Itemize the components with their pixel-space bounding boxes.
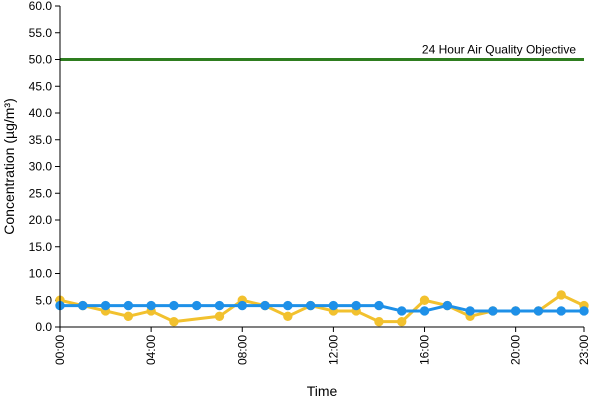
x-axis-ticks: 00:00 04:00 08:00 12:00 16:00 20:00 23:00 xyxy=(53,327,591,365)
data-point xyxy=(214,311,225,321)
data-point xyxy=(169,316,179,327)
data-point xyxy=(100,300,111,311)
data-point xyxy=(328,300,339,311)
x-tick-label: 16:00 xyxy=(418,335,432,365)
data-point xyxy=(442,300,453,311)
y-tick-label: 10.0 xyxy=(29,267,53,281)
data-point xyxy=(419,306,430,316)
reference-layer: 24 Hour Air Quality Objective xyxy=(60,43,584,61)
y-tick-label: 55.0 xyxy=(29,26,53,40)
data-point xyxy=(351,300,361,311)
data-point xyxy=(419,295,430,305)
series-line xyxy=(59,293,585,324)
data-point xyxy=(237,300,247,311)
data-point xyxy=(214,300,225,311)
y-tick-label: 45.0 xyxy=(29,79,53,93)
y-tick-label: 35.0 xyxy=(29,133,53,147)
data-point xyxy=(260,300,270,311)
data-point xyxy=(374,300,384,311)
data-point xyxy=(556,290,566,300)
data-point xyxy=(533,306,544,316)
y-tick-label: 5.0 xyxy=(35,293,52,307)
y-tick-label: 0.0 xyxy=(35,320,52,334)
data-point xyxy=(283,311,293,321)
x-tick-label: 12:00 xyxy=(326,335,340,365)
series-layer xyxy=(55,290,589,327)
y-axis-title: Concentration (µg/m³) xyxy=(1,98,17,234)
y-tick-label: 50.0 xyxy=(29,53,53,67)
data-point xyxy=(488,306,498,316)
x-tick-label: 04:00 xyxy=(144,335,158,365)
data-point xyxy=(579,306,589,316)
data-point xyxy=(374,316,384,327)
data-point xyxy=(146,300,156,311)
data-point xyxy=(123,300,134,311)
y-axis-ticks: 0.0 5.0 10.0 15.0 20.0 25.0 30.0 35.0 40.0 45.0 50… xyxy=(29,0,60,334)
y-tick-label: 25.0 xyxy=(29,186,53,200)
data-point xyxy=(397,316,407,327)
y-tick-label: 15.0 xyxy=(29,240,53,254)
data-point xyxy=(305,300,316,311)
series-2 xyxy=(55,300,589,316)
y-tick-label: 20.0 xyxy=(29,213,53,227)
y-tick-label: 30.0 xyxy=(29,160,53,174)
data-point xyxy=(465,306,475,316)
x-axis-title: Time xyxy=(307,383,338,399)
x-tick-label: 08:00 xyxy=(235,335,249,365)
data-point xyxy=(556,306,566,316)
data-point xyxy=(510,306,521,316)
data-point xyxy=(169,300,179,311)
x-tick-label: 00:00 xyxy=(53,335,67,365)
data-point xyxy=(123,311,134,321)
y-tick-label: 60.0 xyxy=(29,0,53,13)
y-tick-label: 40.0 xyxy=(29,106,53,120)
data-point xyxy=(191,300,202,311)
x-tick-label: 20:00 xyxy=(509,335,523,365)
data-point xyxy=(397,306,407,316)
reference-line-label: 24 Hour Air Quality Objective xyxy=(422,43,576,57)
x-tick-label: 23:00 xyxy=(577,335,591,365)
series-1 xyxy=(55,290,589,327)
data-point xyxy=(283,300,293,311)
data-point xyxy=(78,300,88,311)
